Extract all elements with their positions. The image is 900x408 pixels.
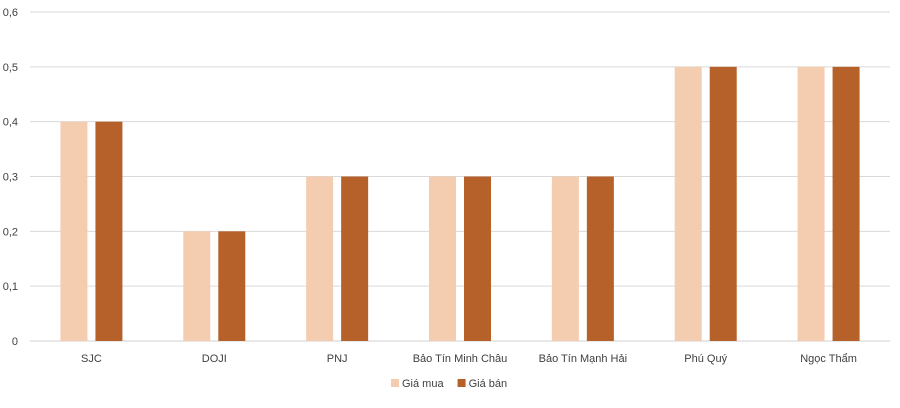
bar-gia-mua [60,121,88,342]
bar-gia-ban [218,231,246,341]
bar-gia-mua [674,66,702,341]
x-tick-label: SJC [81,353,102,365]
y-tick-label: 0,6 [3,7,18,19]
bar-gia-ban [832,66,860,341]
legend-label: Giá mua [402,378,444,390]
y-tick-label: 0,1 [3,281,18,293]
legend-label: Giá bán [469,378,508,390]
bar-gia-ban [95,121,123,342]
legend-swatch [457,379,466,387]
bar-gia-mua [183,231,211,341]
bar-gia-mua [429,176,456,341]
bar-gia-mua [306,176,334,341]
bar-gia-ban [464,176,491,341]
bar-gia-mua [551,176,579,341]
x-tick-label: Phú Quý [684,353,727,365]
bar-gia-ban [709,66,737,341]
x-tick-label: Bảo Tín Mạnh Hải [539,353,627,365]
x-tick-label: PNJ [327,353,348,365]
y-tick-label: 0,3 [3,172,18,184]
y-tick-label: 0 [12,336,18,348]
bar-gia-mua [797,66,825,341]
bar-gia-ban [341,176,369,341]
y-tick-label: 0,4 [3,117,18,129]
y-tick-label: 0,5 [3,62,18,74]
x-tick-label: DOJI [202,353,227,365]
bar-gia-ban [586,176,614,341]
legend-swatch [391,379,399,387]
y-tick-label: 0,2 [3,226,18,238]
x-tick-label: Ngọc Thẩm [800,353,857,365]
x-tick-label: Bảo Tín Minh Châu [413,353,508,365]
